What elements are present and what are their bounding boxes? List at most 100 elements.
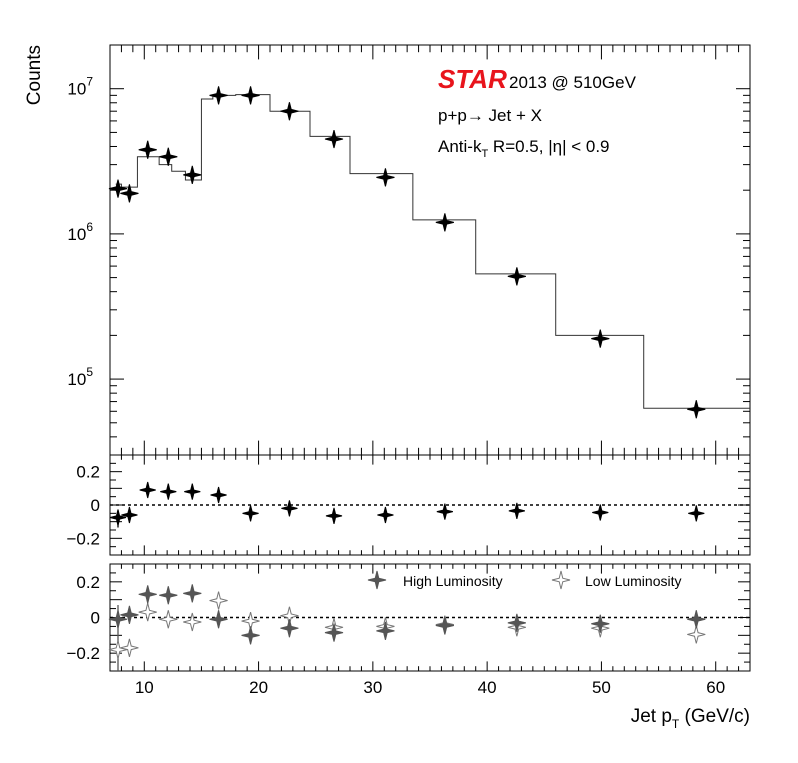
ratio-y-tick-label: −0.2 (66, 529, 100, 548)
main-data-point (138, 140, 157, 159)
x-tick-label: 50 (592, 678, 611, 697)
high-luminosity-point (209, 610, 228, 629)
ratio-data-point (109, 509, 127, 526)
high-luminosity-point (435, 616, 454, 635)
main-y-tick-label: 105 (67, 365, 93, 389)
high-luminosity-point (159, 586, 178, 605)
main-data-point (591, 329, 610, 348)
legend-low-luminosity-marker (551, 570, 571, 590)
mc-histogram (115, 94, 750, 409)
main-data-points (108, 86, 706, 419)
high-luminosity-point (280, 619, 299, 638)
x-axis-tick-labels: 10 20 30 40 50 60 (135, 678, 725, 697)
main-y-tick-base: 10 (67, 370, 86, 389)
ratio-data-point (121, 506, 138, 524)
main-data-point (324, 129, 344, 149)
ratio-data-points (109, 481, 705, 528)
low-luminosity-point (138, 603, 157, 622)
ratio-y-tick-label: 0 (91, 496, 100, 515)
low-luminosity-point (108, 640, 128, 659)
ratio-data-point (210, 486, 227, 504)
main-data-point (280, 102, 299, 121)
main-data-point (183, 165, 202, 184)
ratio-data-point (160, 483, 177, 500)
ratio-data-point (184, 483, 201, 500)
x-tick-label: 10 (135, 678, 154, 697)
high-luminosity-point (241, 626, 260, 645)
high-luminosity-point (108, 610, 128, 629)
x-axis-title-suffix: (GeV/c) (679, 706, 750, 727)
main-data-point (435, 213, 454, 232)
x-axis-title: Jet pT (GeV/c) (631, 706, 750, 731)
main-y-axis-ticks (110, 44, 750, 456)
main-y-tick-label: 106 (67, 220, 93, 244)
main-data-point (159, 147, 178, 166)
luminosity-data-points (108, 584, 706, 671)
ratio-y-axis: 0.2 0 −0.2 (66, 454, 750, 556)
main-data-point (120, 184, 139, 203)
algorithm-subscript: T (481, 148, 488, 160)
legend-low-luminosity-label: Low Luminosity (585, 573, 682, 589)
x-axis-ticks (109, 45, 751, 671)
main-data-point (507, 267, 526, 286)
ratio-data-point (436, 503, 453, 520)
energy-annotation: 2013 @ 510GeV (509, 73, 637, 92)
main-y-tick-base: 10 (67, 225, 86, 244)
algorithm-suffix: R=0.5, |η| < 0.9 (488, 137, 609, 156)
high-luminosity-point (507, 613, 526, 632)
algorithm-prefix: Anti-k (438, 137, 482, 156)
main-y-tick-exponent: 6 (86, 220, 93, 234)
x-axis-title-subscript: T (672, 717, 680, 731)
ratio-data-point (592, 504, 609, 521)
ratio-data-point (139, 481, 156, 499)
low-luminosity-point (120, 638, 139, 657)
x-tick-label: 40 (478, 678, 497, 697)
ratio-data-point (508, 502, 525, 519)
ratio-y-tick-label: 0.2 (76, 463, 100, 482)
legend-high-luminosity-marker (367, 570, 387, 590)
high-luminosity-point (591, 614, 610, 633)
main-data-point (241, 86, 260, 105)
main-y-tick-exponent: 7 (86, 75, 93, 89)
luminosity-y-tick-label: 0 (91, 609, 100, 628)
main-data-point (209, 86, 228, 105)
x-axis-title-prefix: Jet p (631, 706, 672, 727)
ratio-data-point (325, 507, 343, 524)
legend-high-marker-star (367, 570, 387, 590)
main-panel-frame (109, 44, 751, 456)
main-data-point (687, 400, 706, 419)
luminosity-y-tick-label: 0.2 (76, 573, 100, 592)
main-y-tick-base: 10 (67, 80, 86, 99)
high-luminosity-point (324, 623, 344, 642)
process-annotation: p+p→ Jet + X (438, 106, 542, 125)
high-luminosity-point (687, 610, 706, 629)
x-tick-label: 30 (363, 678, 382, 697)
ratio-data-point (242, 505, 259, 522)
star-logo-text: STAR (438, 64, 507, 94)
high-luminosity-point (138, 585, 157, 604)
low-luminosity-point (209, 591, 228, 610)
high-luminosity-point (120, 605, 139, 624)
legend: High Luminosity Low Luminosity (367, 570, 682, 590)
x-tick-label: 20 (249, 678, 268, 697)
luminosity-y-axis: 0.2 0 −0.2 (66, 563, 750, 672)
y-axis-title: Counts (24, 45, 45, 105)
algorithm-annotation: Anti-kT R=0.5, |η| < 0.9 (438, 137, 610, 160)
low-luminosity-point (159, 610, 178, 629)
ratio-data-point (281, 500, 298, 517)
main-data-point (108, 179, 128, 198)
ratio-data-point (377, 506, 394, 524)
legend-high-luminosity-label: High Luminosity (403, 573, 503, 589)
high-luminosity-point (183, 584, 202, 603)
low-luminosity-point (687, 625, 706, 644)
main-y-tick-exponent: 5 (86, 365, 93, 379)
high-luminosity-point (376, 621, 395, 640)
main-y-tick-label: 107 (67, 75, 93, 99)
legend-low-marker-star (551, 570, 571, 590)
ratio-data-point (688, 505, 705, 522)
x-tick-label: 60 (706, 678, 725, 697)
main-data-point (376, 168, 395, 187)
luminosity-y-tick-label: −0.2 (66, 644, 100, 663)
